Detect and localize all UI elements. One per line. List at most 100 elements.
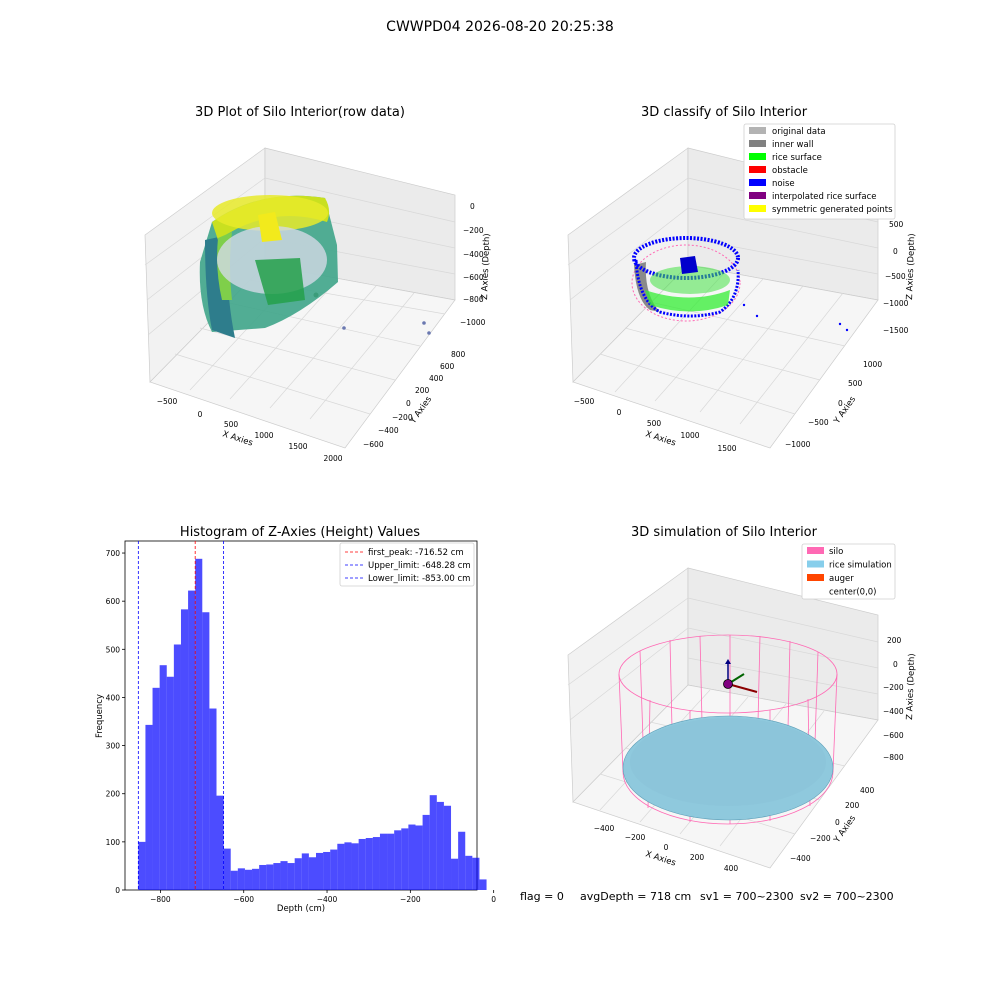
simulation-legend: silo rice simulation auger center(0,0) (801, 543, 896, 600)
hist-xtick-label: −800 (150, 895, 171, 904)
raw-ytick: 200 (415, 386, 430, 395)
sim-xtick: −200 (625, 833, 646, 842)
classify-legend-label: symmetric generated points (772, 205, 893, 215)
raw-ztick: 0 (470, 202, 475, 211)
classify-legend-swatch (749, 140, 766, 147)
sim-legend-label: silo (829, 547, 843, 557)
sim-xtick: 0 (664, 843, 669, 852)
classify-ytick: 500 (848, 379, 863, 388)
hist-bar (244, 869, 253, 890)
classify-xtick: 1000 (680, 431, 699, 440)
hist-ytick-label: 0 (115, 886, 120, 895)
hist-yticks: 0 100 200 300 400 500 600 700 (106, 549, 125, 895)
hist-ytick-label: 500 (106, 645, 121, 654)
sim-ztick: −600 (883, 731, 904, 740)
raw-ztick: −1000 (460, 318, 486, 327)
raw-ytick: −600 (363, 440, 384, 449)
sim-legend-swatch (807, 547, 824, 554)
hist-bar (330, 849, 338, 890)
classify-legend-swatch (749, 192, 766, 199)
panel-raw-3d: 3D Plot of Silo Interior(row data) −500 (144, 105, 492, 463)
sim-ztick: 200 (887, 636, 902, 645)
raw-ytick: 600 (440, 362, 455, 371)
raw-ylabel: Y Axies (408, 394, 435, 426)
hist-bar (472, 857, 480, 890)
hist-bar (230, 870, 238, 890)
classify-ytick: −1000 (785, 440, 811, 449)
raw-ytick: −400 (378, 426, 399, 435)
raw-zlabel: Z Axies (Depth) (480, 233, 492, 300)
footer-status: flag = 0 avgDepth = 718 cm sv1 = 700~230… (520, 890, 894, 903)
hist-bar (159, 665, 167, 890)
panel-simulation-title: 3D simulation of Silo Interior (631, 525, 818, 540)
hist-bar (465, 855, 473, 890)
hist-bar (479, 879, 487, 890)
classify-xtick: 1500 (717, 444, 736, 453)
panel-classify-3d: 3D classify of Silo Interior −500 0 500 … (567, 105, 917, 453)
sim-ztick: −400 (883, 707, 904, 716)
hist-bar (365, 838, 373, 890)
hist-bar (337, 843, 345, 890)
raw-xlabel: X Axies (221, 429, 254, 448)
panel-simulation-3d: 3D simulation of Silo Interior (567, 525, 917, 873)
sim-ztick: 0 (893, 660, 898, 669)
raw-xtick: 2000 (323, 454, 342, 463)
hist-bar (315, 852, 324, 890)
sim-legend-swatch (807, 560, 824, 568)
sim-ztick: −800 (883, 753, 904, 762)
sim-zlabel: Z Axies (Depth) (905, 653, 917, 720)
hist-bar (216, 795, 224, 890)
classify-legend-swatch (749, 127, 766, 134)
classify-legend-label: inner wall (772, 140, 813, 150)
sim-ztick: −200 (883, 683, 904, 692)
hist-bar (408, 824, 416, 890)
raw-xtick: 1000 (254, 431, 273, 440)
hist-ytick-label: 200 (106, 790, 121, 799)
sim-ytick: −400 (790, 854, 811, 863)
footer-sv1: sv1 = 700~2300 (700, 890, 794, 903)
raw-ytick: 800 (451, 350, 466, 359)
classify-ztick: −1000 (883, 299, 909, 308)
hist-ytick-label: 100 (106, 838, 121, 847)
figure-title: CWWPD04 2026-08-20 20:25:38 (386, 19, 614, 35)
hist-xtick-label: −400 (317, 895, 338, 904)
classify-ytick: 1000 (863, 360, 882, 369)
sim-legend-label: center(0,0) (829, 588, 877, 598)
sim-legend-label: rice simulation (829, 561, 892, 571)
sim-xtick: 400 (724, 864, 739, 873)
hist-bar (323, 851, 331, 890)
hist-bar (372, 837, 380, 890)
hist-bar (401, 828, 409, 890)
raw-xtick: −500 (157, 397, 178, 406)
hist-xlabel: Depth (cm) (277, 904, 325, 914)
hist-bar (436, 801, 444, 890)
hist-bar (280, 861, 288, 890)
footer-flag: flag = 0 (520, 890, 564, 903)
classify-legend-swatch (749, 205, 766, 212)
hist-bar (145, 724, 153, 890)
hist-bar (202, 612, 210, 890)
hist-xtick-label: 0 (491, 895, 496, 904)
hist-xtick-label: −200 (400, 895, 421, 904)
hist-ytick-label: 300 (106, 742, 121, 751)
classify-ztick: 500 (889, 220, 904, 229)
hist-bar (344, 842, 352, 890)
hist-bar (195, 558, 203, 890)
hist-ytick-label: 700 (106, 549, 121, 558)
hist-bar (223, 848, 231, 890)
panel-raw-title: 3D Plot of Silo Interior(row data) (195, 105, 405, 120)
hist-bars (138, 558, 487, 890)
raw-xtick: 0 (198, 410, 203, 419)
hist-bar (451, 858, 459, 890)
classify-legend-label: obstacle (772, 166, 808, 176)
hist-bar (252, 868, 260, 890)
raw-ztick: −200 (463, 226, 484, 235)
classify-legend-label: original data (772, 127, 826, 137)
hist-bar (209, 708, 217, 890)
sim-legend-label: auger (829, 574, 854, 584)
classify-ztick: 0 (893, 247, 898, 256)
hist-bar (273, 863, 281, 890)
sim-xtick: 200 (690, 853, 705, 862)
hist-xtick-label: −600 (233, 895, 254, 904)
